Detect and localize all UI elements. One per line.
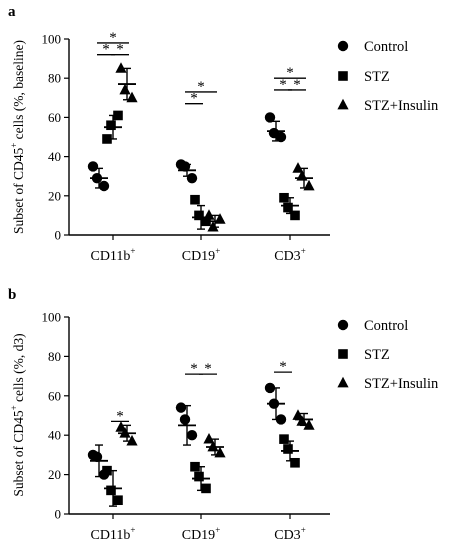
x-tick-label: CD3+ <box>274 525 306 543</box>
data-point-circle <box>268 127 280 139</box>
data-point-square <box>102 465 112 476</box>
data-point-square <box>290 457 300 468</box>
legend-marker-circle <box>337 40 349 52</box>
legend-marker-square <box>338 349 348 359</box>
data-point-circle <box>186 430 198 441</box>
legend-label: STZ+Insulin <box>364 98 439 114</box>
data-point-triangle <box>207 220 219 232</box>
data-point-triangle <box>303 419 315 430</box>
legend-marker-triangle <box>337 98 349 110</box>
y-tick-label: 60 <box>48 110 61 125</box>
data-point-triangle <box>126 434 138 446</box>
data-point-square <box>113 110 123 121</box>
significance-star: * <box>102 42 110 58</box>
legend-label: Control <box>364 318 408 334</box>
significance-star: * <box>279 359 287 375</box>
significance-star: * <box>190 361 198 377</box>
y-tick-label: 80 <box>48 349 61 364</box>
y-tick-label: 20 <box>48 467 61 482</box>
y-tick-label: 40 <box>48 149 61 164</box>
data-point-square <box>279 192 289 203</box>
y-tick-label: 100 <box>42 32 62 47</box>
data-point-triangle <box>203 432 215 444</box>
y-tick-label: 20 <box>48 188 61 203</box>
x-tick-label: CD19+ <box>182 246 221 264</box>
data-point-square <box>102 134 112 144</box>
y-tick-label: 100 <box>42 310 62 325</box>
x-tick-label: CD19+ <box>182 525 221 543</box>
data-point-circle <box>175 402 187 413</box>
data-point-square <box>194 210 204 221</box>
y-axis-label: Subset of CD45+ cells (%, baseline) <box>9 40 26 234</box>
panel-letter: a <box>8 4 16 20</box>
significance-star: * <box>293 77 301 93</box>
data-point-square <box>283 202 293 213</box>
data-point-square <box>290 210 300 221</box>
x-tick-label: CD11b+ <box>90 525 135 543</box>
y-tick-label: 40 <box>48 428 61 443</box>
y-tick-label: 0 <box>55 507 62 522</box>
x-tick-label: CD11b+ <box>90 246 135 264</box>
y-tick-label: 80 <box>48 71 61 86</box>
data-point-circle <box>275 414 287 425</box>
data-point-triangle <box>119 83 131 95</box>
data-point-triangle <box>115 62 127 73</box>
data-point-square <box>113 495 123 506</box>
data-point-triangle <box>292 409 304 420</box>
data-point-square <box>201 483 211 494</box>
significance-star: * <box>279 77 287 93</box>
data-point-triangle <box>203 209 215 220</box>
data-point-circle <box>87 161 99 172</box>
significance-star: * <box>286 65 294 81</box>
data-point-square <box>190 461 200 472</box>
data-point-circle <box>98 180 110 192</box>
data-point-triangle <box>292 162 304 173</box>
data-point-square <box>106 485 116 496</box>
significance-star: * <box>116 42 124 58</box>
data-point-square <box>190 194 200 205</box>
data-point-circle <box>179 414 191 425</box>
x-tick-label: CD3+ <box>274 246 306 264</box>
chart-panel-a: a 0 20 40 60 80 100 Subset of CD45+ cells (%, b… <box>8 4 439 264</box>
panel-letter: b <box>8 287 16 303</box>
significance-star: * <box>190 91 198 107</box>
data-point-circle <box>186 172 198 184</box>
significance-star: * <box>197 79 205 95</box>
legend-label: STZ <box>364 69 390 85</box>
data-point-square <box>283 444 293 454</box>
significance-star: * <box>116 408 124 424</box>
y-tick-label: 60 <box>48 388 61 403</box>
data-point-circle <box>264 112 276 123</box>
significance-star: * <box>109 30 117 46</box>
chart-panel-b: b 0 20 40 60 80 100 Subset of CD45+ cells (%, d… <box>8 287 439 543</box>
legend-label: STZ+Insulin <box>364 376 439 392</box>
legend-marker-circle <box>337 319 349 331</box>
data-point-triangle <box>115 421 127 432</box>
data-point-triangle <box>303 179 315 191</box>
data-point-square <box>106 120 116 131</box>
significance-star: * <box>204 361 212 377</box>
data-point-circle <box>264 382 276 394</box>
legend-marker-triangle <box>337 376 349 388</box>
legend-label: Control <box>364 39 408 55</box>
data-point-square <box>194 471 204 482</box>
y-axis-label: Subset of CD45+ cells (%, d3) <box>9 333 26 496</box>
data-point-triangle <box>296 415 308 426</box>
legend-label: STZ <box>364 347 390 363</box>
data-point-square <box>279 434 289 444</box>
legend-marker-square <box>338 71 348 81</box>
y-tick-label: 0 <box>55 228 62 243</box>
